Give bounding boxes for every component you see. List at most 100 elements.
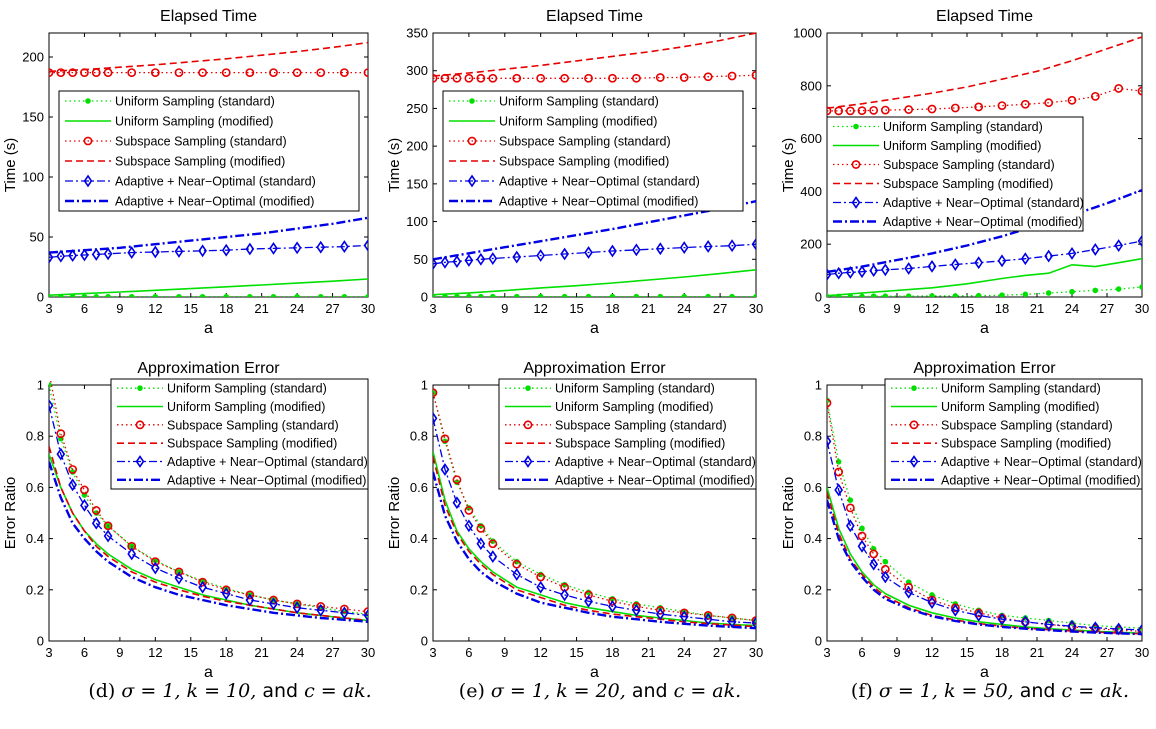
series-line [827, 441, 1142, 631]
data-point [440, 434, 450, 444]
data-point [523, 455, 533, 468]
data-point [927, 596, 937, 610]
chart-panel-3: Elapsed Time 3 6 9 12 15 18 21 24 27 30 0 200 400 600 8… [780, 8, 1149, 337]
data-point [150, 245, 160, 259]
data-point [198, 580, 207, 594]
data-point [882, 558, 889, 565]
series-line [433, 456, 756, 628]
legend-label: Uniform Sampling (modified) [499, 115, 657, 129]
data-point [476, 537, 486, 551]
series-line [827, 286, 1142, 297]
data-point [466, 293, 472, 297]
data-point [1020, 615, 1030, 629]
series-group [827, 36, 1142, 297]
data-point [703, 240, 713, 253]
series-group [49, 379, 368, 623]
data-point [363, 68, 368, 77]
data-point [536, 572, 546, 582]
series-line [827, 492, 1142, 635]
x-tick-label: 21 [1030, 645, 1044, 660]
legend: Uniform Sampling (standard) Uniform Sampl… [826, 116, 1084, 232]
data-point [904, 105, 914, 114]
data-point [365, 293, 368, 297]
y-tick-label: 0.8 [410, 429, 428, 444]
data-point [199, 293, 206, 297]
data-point [631, 73, 641, 83]
data-point [49, 399, 54, 412]
legend-label: Subspace Sampling (standard) [883, 158, 1055, 172]
data-point [103, 247, 113, 261]
chart-title: Elapsed Time [546, 8, 643, 25]
data-point [476, 252, 486, 266]
x-tick-label: 30 [361, 645, 375, 660]
legend-label: Uniform Sampling (modified) [167, 400, 325, 414]
data-point [560, 588, 569, 602]
y-tick-label: 600 [800, 131, 822, 146]
y-tick-label: 200 [800, 237, 822, 252]
legend-label: Adaptive + Near−Optimal (modified) [555, 473, 754, 487]
x-tick-label: 6 [81, 645, 88, 660]
chart-title: Approximation Error [137, 360, 280, 377]
data-point [1137, 623, 1142, 637]
data-point [859, 525, 865, 532]
series-line [433, 269, 756, 296]
legend-label: Adaptive + Near−Optimal (modified) [115, 195, 314, 209]
y-axis-label: Time (s) [780, 138, 797, 192]
data-point [452, 475, 462, 485]
chart-title: Approximation Error [523, 360, 666, 377]
x-tick-label: 15 [960, 301, 974, 316]
data-point [869, 549, 879, 559]
data-point [703, 72, 713, 82]
data-point [751, 616, 756, 630]
data-point [440, 255, 450, 269]
data-point [317, 293, 324, 297]
caption-d: (d) σ = 1, k = 10, and c = ak. [80, 680, 380, 710]
caption-and: and [631, 680, 668, 702]
x-tick-label: 30 [749, 301, 763, 316]
x-tick-label: 24 [1065, 301, 1079, 316]
x-tick-label: 27 [713, 645, 727, 660]
data-point [340, 606, 349, 620]
data-point [221, 243, 231, 257]
data-point [869, 105, 879, 115]
data-point [584, 590, 593, 600]
data-point [363, 238, 368, 252]
data-point [68, 249, 77, 263]
x-tick-label: 12 [148, 301, 162, 316]
x-tick-label: 18 [995, 301, 1009, 316]
x-tick-label: 21 [641, 301, 655, 316]
data-point [909, 455, 919, 468]
data-point [561, 293, 568, 297]
data-point [198, 244, 207, 258]
y-tick-label: 0.4 [804, 531, 822, 546]
x-tick-label: 30 [1135, 645, 1149, 660]
legend-box [498, 378, 757, 490]
data-point [464, 519, 474, 533]
y-tick-label: 50 [414, 252, 428, 267]
caption-label: (f) [850, 680, 873, 702]
data-point [655, 73, 665, 82]
legend-box [884, 378, 1143, 490]
data-point [1067, 247, 1077, 260]
data-point [150, 561, 160, 575]
data-point [827, 268, 832, 281]
x-tick-label: 6 [465, 645, 472, 660]
x-tick-label: 6 [465, 301, 472, 316]
y-tick-label: 800 [800, 78, 822, 93]
data-point [857, 531, 867, 541]
data-point [999, 292, 1005, 297]
data-point [152, 293, 159, 297]
x-tick-label: 9 [501, 301, 508, 316]
y-tick-label: 200 [406, 139, 428, 154]
data-point [128, 293, 135, 297]
x-tick-label: 27 [1100, 301, 1114, 316]
data-point [176, 293, 182, 297]
legend-box [110, 378, 369, 490]
legend-label: Subspace Sampling (modified) [555, 437, 725, 451]
x-tick-label: 27 [325, 645, 339, 660]
data-point [221, 587, 231, 601]
data-point [341, 293, 348, 297]
data-point [927, 104, 937, 114]
data-point [174, 567, 184, 577]
data-point [292, 601, 302, 615]
